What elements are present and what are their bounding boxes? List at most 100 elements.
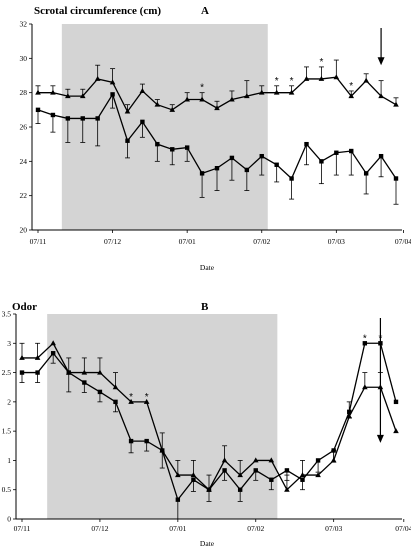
x-tick-label: 07/04: [395, 524, 411, 533]
data-point-triangle: [35, 89, 41, 95]
significance-asterisk: *: [145, 392, 149, 403]
data-point-square: [214, 166, 220, 171]
data-point-square: [229, 155, 235, 161]
data-point-square: [184, 145, 190, 150]
data-point-square: [191, 477, 196, 482]
data-point-triangle: [34, 354, 41, 360]
data-point-triangle: [128, 398, 134, 404]
data-point-triangle: [19, 354, 25, 360]
data-point-triangle: [363, 77, 369, 83]
data-point-square: [237, 487, 243, 492]
data-point-triangle: [318, 75, 325, 81]
data-point-square: [269, 477, 274, 482]
panel-a-letter: A: [201, 5, 209, 17]
data-point-triangle: [244, 93, 250, 99]
data-point-triangle: [284, 486, 290, 492]
data-point-square: [222, 468, 227, 473]
data-point-square: [175, 497, 181, 502]
data-point-triangle: [169, 106, 176, 112]
data-point-square: [125, 138, 130, 143]
x-tick-label: 07/12: [104, 237, 121, 246]
data-point-triangle: [288, 89, 295, 95]
data-point-square: [160, 448, 165, 453]
event-arrow-head: [377, 57, 385, 66]
y-tick-label: 22: [20, 191, 28, 200]
data-point-triangle: [299, 472, 306, 478]
data-point-triangle: [184, 96, 190, 102]
data-point-triangle: [303, 75, 310, 81]
significance-asterisk: *: [349, 81, 353, 92]
data-point-square: [300, 477, 305, 482]
data-point-triangle: [393, 428, 399, 434]
data-point-square: [284, 468, 290, 473]
x-tick-label: 07/04: [395, 237, 411, 246]
x-tick-label: 07/11: [14, 524, 31, 533]
panel-a: Scrotal circumference (cm) A Date 20 22 24…: [20, 5, 411, 272]
y-tick-label: 26: [20, 123, 28, 132]
data-point-square: [19, 370, 25, 375]
data-point-triangle: [154, 101, 161, 107]
data-point-triangle: [94, 75, 101, 81]
data-point-square: [35, 370, 40, 375]
data-point-square: [304, 141, 309, 147]
data-point-square: [331, 448, 336, 453]
data-point-square: [349, 148, 354, 154]
data-point-triangle: [393, 101, 399, 107]
significance-asterisk: *: [129, 392, 133, 403]
data-point-triangle: [268, 457, 275, 463]
panel-b: Odor B Date 0 0.5 1 1.5 2 2.5 3 3.5 07/11 07/12 07…: [2, 301, 411, 548]
x-tick-label: 07/01: [179, 237, 196, 246]
data-point-square: [155, 141, 160, 147]
data-point-square: [393, 399, 399, 405]
data-point-triangle: [315, 472, 321, 478]
y-tick-label: 32: [20, 20, 28, 29]
data-point-square: [113, 399, 118, 405]
panel-a-title: Scrotal circumference (cm): [34, 5, 161, 17]
data-point-square: [144, 438, 149, 444]
data-point-triangle: [252, 457, 259, 463]
data-point-square: [82, 380, 87, 385]
data-point-triangle: [333, 74, 340, 80]
data-point-triangle: [124, 108, 131, 114]
data-point-triangle: [199, 96, 205, 102]
data-point-triangle: [139, 87, 146, 93]
x-tick-label: 07/03: [328, 237, 345, 246]
y-tick-label: 1.5: [2, 427, 12, 436]
data-point-triangle: [143, 398, 150, 404]
data-point-square: [253, 468, 258, 473]
data-point-square: [393, 176, 399, 181]
data-point-square: [319, 159, 324, 164]
data-point-triangle: [190, 472, 197, 478]
data-point-square: [347, 409, 352, 415]
data-point-triangle: [348, 93, 355, 99]
data-point-square: [66, 370, 71, 375]
y-tick-label: 0: [7, 515, 11, 524]
panel-b-title: Odor: [12, 301, 37, 313]
data-point-triangle: [65, 93, 71, 99]
data-point-triangle: [362, 384, 368, 390]
y-tick-label: 24: [20, 157, 28, 166]
data-point-square: [110, 92, 115, 97]
panel-b-letter: B: [201, 301, 209, 313]
data-point-square: [244, 167, 250, 173]
shaded-treatment-region: [61, 24, 268, 230]
data-point-triangle: [79, 93, 86, 99]
data-point-square: [206, 487, 212, 492]
data-point-triangle: [50, 89, 56, 95]
data-point-square: [170, 147, 175, 152]
y-tick-label: 1: [7, 456, 11, 465]
data-point-square: [363, 171, 369, 176]
significance-asterisk: *: [200, 83, 204, 94]
x-tick-label: 07/01: [169, 524, 186, 533]
data-point-triangle: [229, 96, 235, 102]
data-point-square: [65, 116, 71, 121]
data-point-square: [259, 153, 264, 159]
data-point-square: [97, 389, 103, 395]
data-point-triangle: [97, 369, 103, 375]
data-point-square: [289, 176, 294, 181]
significance-asterisk: *: [275, 76, 279, 87]
y-tick-label: 2: [7, 397, 11, 406]
data-point-triangle: [50, 340, 56, 346]
data-point-triangle: [112, 384, 119, 390]
